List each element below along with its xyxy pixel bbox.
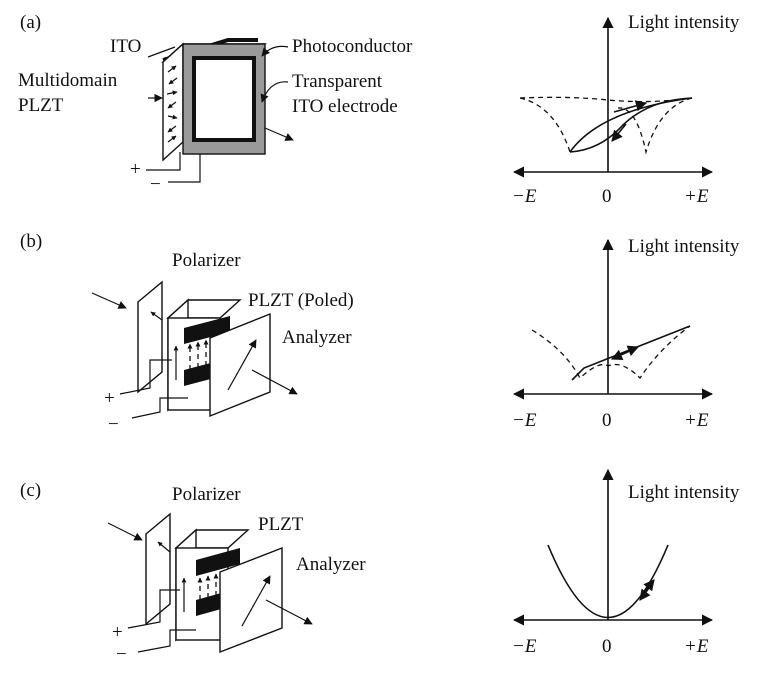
transparent-label: Transparent [292, 71, 383, 92]
minus-wire-a [168, 154, 201, 183]
domain-arrows [166, 65, 178, 143]
x-pos-label-c: +E [684, 636, 709, 657]
ito-front-electrode [192, 56, 256, 142]
plus-wire-b [119, 359, 172, 395]
analyzer-label-b: Analyzer [282, 327, 352, 348]
arrow-down-b [610, 349, 633, 360]
y-axis-label-b: Light intensity [628, 236, 740, 257]
polarizer-plate-b [137, 280, 163, 394]
polarizer-axis-b [150, 311, 163, 321]
incident-light-c [107, 522, 143, 541]
quadratic-curve-c [547, 544, 669, 619]
analyzer-axis-c [241, 575, 271, 627]
x-pos-label-a: +E [684, 186, 709, 207]
hysteresis-upper-a [569, 97, 693, 153]
ito-label: ITO [110, 36, 141, 57]
minus-wire-c [137, 629, 196, 653]
panel-c-label: (c) [20, 480, 41, 501]
arrow-down-c [639, 583, 653, 601]
polarizer-label-c: Polarizer [172, 484, 241, 505]
electrode-top-c [196, 548, 240, 576]
solid-curve-b [571, 325, 691, 381]
electrode-leader [260, 81, 289, 103]
dashed-left-a [519, 97, 571, 153]
panel-a-label: (a) [20, 12, 41, 33]
field-arrows-c [181, 573, 219, 612]
graph-a: Light intensity −E 0 +E [512, 12, 740, 207]
plus-wire-c [127, 589, 180, 629]
ito-electrode-label: ITO electrode [292, 96, 398, 117]
panel-b-device: (b) Polarizer PLZT (Poled) Analyzer + − [20, 231, 354, 435]
dashed-curve-b [531, 325, 691, 380]
output-light-b [251, 369, 298, 395]
x-pos-label-b: +E [684, 410, 709, 431]
x-neg-label-a: −E [512, 186, 537, 207]
panel-c-device: (c) Polarizer PLZT Analyzer + − [20, 480, 366, 665]
x-zero-label-c: 0 [602, 636, 612, 657]
ito-electrode-arrow [264, 127, 294, 141]
analyzer-plate-c [219, 546, 283, 654]
arrow-up-c [641, 579, 655, 596]
panel-a-device: (a) ITO Photoconductor Transparent ITO e… [18, 12, 413, 195]
dashed-right-a [617, 97, 693, 155]
minus-sign-b: − [108, 414, 119, 435]
panel-b-label: (b) [20, 231, 42, 252]
minus-sign-a: − [150, 174, 161, 195]
y-axis-label-c: Light intensity [628, 482, 740, 503]
x-neg-label-b: −E [512, 410, 537, 431]
plus-sign-b: + [104, 388, 115, 409]
polarizer-axis-c [157, 541, 171, 553]
plzt-label-a: PLZT [18, 95, 64, 116]
hysteresis-arrow-lower-a [611, 123, 627, 142]
analyzer-axis-b [227, 339, 257, 391]
electrode-top-b [184, 316, 230, 344]
photoconductor-label: Photoconductor [292, 36, 413, 57]
multidomain-label: Multidomain [18, 70, 118, 91]
photoconductor-leader [261, 45, 289, 57]
graph-c: Light intensity −E 0 +E [512, 468, 740, 657]
output-light-c [265, 599, 313, 625]
minus-wire-b [131, 397, 188, 419]
plus-wire-a [146, 152, 181, 171]
graph-b: Light intensity −E 0 +E [512, 236, 740, 431]
polarizer-plate-c [145, 512, 171, 626]
hysteresis-arrow-upper-a [613, 100, 648, 113]
analyzer-label-c: Analyzer [296, 554, 366, 575]
plus-sign-a: + [130, 159, 141, 180]
x-zero-label-a: 0 [602, 186, 612, 207]
minus-sign-c: − [116, 644, 127, 665]
ito-leader [147, 46, 176, 58]
plzt-poled-label: PLZT (Poled) [248, 290, 354, 311]
x-neg-label-c: −E [512, 636, 537, 657]
y-axis-label-a: Light intensity [628, 12, 740, 33]
x-zero-label-b: 0 [602, 410, 612, 431]
hysteresis-lower-a [569, 97, 693, 153]
plzt-side-face [162, 42, 184, 162]
incident-light-b [91, 292, 127, 309]
plus-sign-c: + [112, 622, 123, 643]
polarizer-label-b: Polarizer [172, 250, 241, 271]
plzt-label-c: PLZT [258, 514, 304, 535]
